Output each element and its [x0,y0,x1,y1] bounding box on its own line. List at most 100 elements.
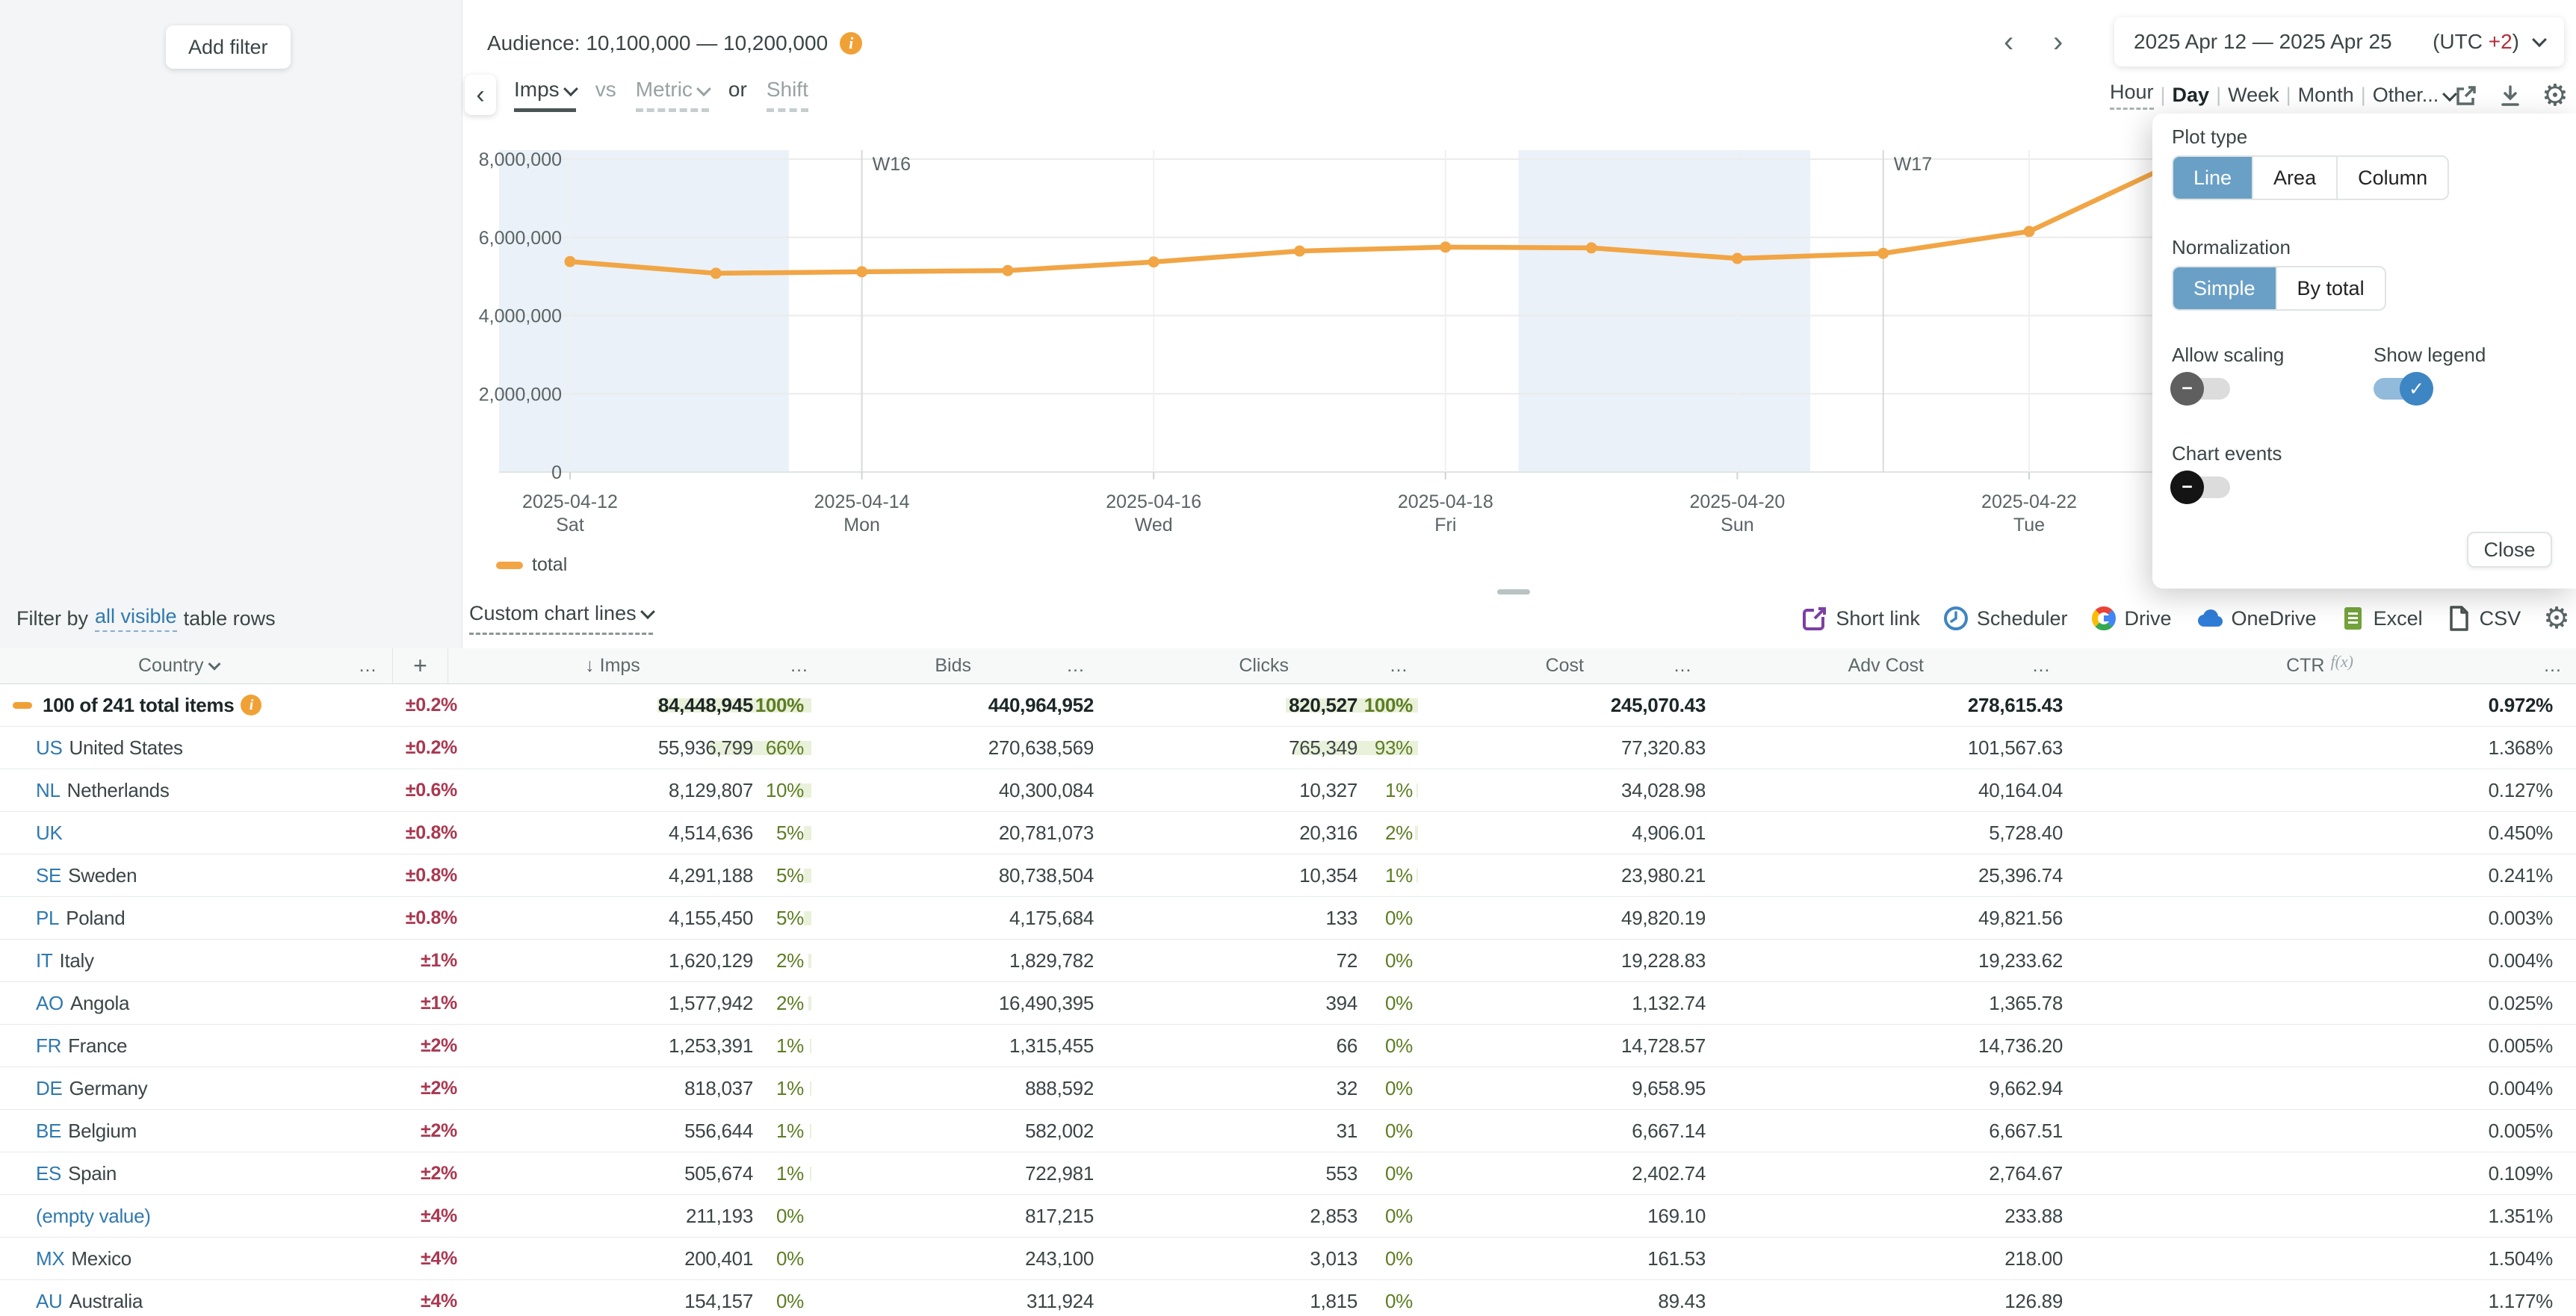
granularity-day[interactable]: Day [2172,84,2210,106]
add-filter-button[interactable]: Add filter [166,25,291,69]
adv-cost-cell: 25,396.74 [1978,863,2063,887]
custom-chart-lines-select[interactable]: Custom chart lines [469,602,655,635]
allow-scaling-toggle[interactable]: − [2170,372,2232,406]
option-column[interactable]: Column [2336,157,2447,199]
chart-events-toggle[interactable]: − [2170,471,2232,504]
option-line[interactable]: Line [2173,157,2253,199]
table-row[interactable]: US United States ±0.2% 55,936,799 66% 270,638… [0,727,2576,769]
ctr-column-menu[interactable]: … [2543,655,2563,676]
ctr-cell: 0.972% [2488,693,2554,716]
adv-cost-cell: 101,567.63 [1967,736,2063,759]
table-row[interactable]: FR France ±2% 1,253,391 1% 1,315,455 66 0% 14,72… [0,1025,2576,1067]
scheduler-button[interactable]: Scheduler [1942,605,2068,632]
date-next-button[interactable]: › [2053,25,2063,58]
granularity-week[interactable]: Week [2228,84,2279,106]
table-row[interactable]: IT Italy ±1% 1,620,129 2% 1,829,782 72 0% 19,228… [0,940,2576,982]
country-code-link[interactable]: MX [36,1247,65,1270]
country-code-link[interactable]: DE [36,1076,63,1099]
granularity-month[interactable]: Month [2297,84,2354,106]
svg-text:Fri: Fri [1434,515,1456,536]
date-range-picker[interactable]: 2025 Apr 12 — 2025 Apr 25 (UTC +2) [2114,17,2564,66]
table-settings-gear-icon[interactable]: ⚙ [2543,602,2570,635]
filter-scope-link[interactable]: all visible [95,605,177,632]
compare-metric-select[interactable]: Metric [635,78,711,112]
table-row[interactable]: AO Angola ±1% 1,577,942 2% 16,490,395 394 0% 1,1… [0,982,2576,1025]
google-drive-button[interactable]: Drive [2090,605,2172,632]
granularity-other[interactable]: Other... [2373,84,2458,107]
csv-button[interactable]: CSV [2445,605,2521,632]
country-column-menu[interactable]: … [358,655,378,676]
column-header-cost[interactable]: Cost [1545,655,1584,676]
date-prev-button[interactable]: ‹ [2004,25,2014,58]
country-code-link[interactable]: AO [36,991,64,1014]
chart-resize-handle[interactable] [1497,589,1530,595]
country-code-link[interactable]: PL [36,906,60,929]
country-code-link[interactable]: US [36,736,63,759]
bids-cell: 817,215 [1025,1204,1094,1227]
adv-cost-column-menu[interactable]: … [2031,655,2052,676]
column-header-imps[interactable]: ↓ Imps [585,655,640,676]
imps-column-menu[interactable]: … [790,655,809,676]
shift-select[interactable]: Shift [766,78,808,112]
onedrive-button[interactable]: OneDrive [2194,605,2317,632]
table-row[interactable]: (empty value) ±4% 211,193 0% 817,215 2,853 0% 1… [0,1195,2576,1238]
option-by-total[interactable]: By total [2275,267,2385,309]
table-row[interactable]: 100 of 241 total items i ±0.2% 84,448,945 10… [0,684,2576,727]
table-row[interactable]: MX Mexico ±4% 200,401 0% 243,100 3,013 0% 161.53… [0,1238,2576,1280]
error-margin: ±0.6% [405,779,458,801]
column-header-bids[interactable]: Bids [935,655,971,676]
option-area[interactable]: Area [2252,157,2336,199]
country-cell: FR France [0,1034,396,1058]
primary-metric-select[interactable]: Imps [514,78,578,112]
formula-icon: f(x) [2330,651,2353,671]
clicks-cell: 394 0% [1325,991,1414,1014]
column-header-ctr[interactable]: CTR f(x) [2286,651,2353,677]
clicks-column-menu[interactable]: … [1389,655,1409,676]
ctr-cell: 0.450% [2488,821,2554,844]
clicks-cell: 72 0% [1336,949,1414,972]
table-row[interactable]: SE Sweden ±0.8% 4,291,188 5% 80,738,504 10,354… [0,854,2576,897]
column-header-clicks[interactable]: Clicks [1239,655,1289,676]
column-header-country[interactable]: Country [0,648,344,683]
table-row[interactable]: UK ±0.8% 4,514,636 5% 20,781,073 20,316 2% 4,90… [0,812,2576,854]
country-code-link[interactable]: IT [36,949,53,972]
add-column-button[interactable]: + [392,648,448,683]
download-icon[interactable] [2498,83,2523,108]
error-margin: ±2% [421,1162,457,1184]
table-row[interactable]: AU Australia ±4% 154,157 0% 311,924 1,815 0% 89.… [0,1280,2576,1316]
empty-value-link[interactable]: (empty value) [36,1204,151,1227]
clicks-cell: 3,013 0% [1310,1247,1413,1270]
country-code-link[interactable]: AU [36,1289,63,1312]
table-row[interactable]: BE Belgium ±2% 556,644 1% 582,002 31 0% 6,667.14… [0,1110,2576,1152]
info-icon[interactable]: i [241,695,262,716]
excel-button[interactable]: Excel [2339,605,2423,632]
cost-column-menu[interactable]: … [1673,655,1693,676]
table-row[interactable]: NL Netherlands ±0.6% 8,129,807 10% 40,300,084… [0,769,2576,812]
country-code-link[interactable]: UK [36,821,63,844]
chart-back-button[interactable]: ‹ [465,75,496,115]
gear-icon[interactable]: ⚙ [2542,79,2569,112]
clicks-cell: 133 0% [1325,906,1414,929]
cost-cell: 49,820.19 [1621,906,1706,929]
option-simple[interactable]: Simple [2173,267,2276,309]
country-code-link[interactable]: BE [36,1119,62,1142]
separator: | [2285,84,2291,106]
table-row[interactable]: ES Spain ±2% 505,674 1% 722,981 553 0% 2,402.74 2… [0,1152,2576,1195]
open-in-new-icon[interactable] [2453,83,2479,108]
short-link-button[interactable]: Short link [1801,605,1920,632]
country-code-link[interactable]: SE [36,863,62,887]
country-code-link[interactable]: ES [36,1161,62,1185]
column-header-adv-cost[interactable]: Adv Cost [1848,655,1924,676]
info-icon[interactable]: i [840,32,863,55]
table-row[interactable]: DE Germany ±2% 818,037 1% 888,592 32 0% 9,658.95… [0,1067,2576,1110]
country-cell: SE Sweden [0,864,396,887]
country-code-link[interactable]: FR [36,1034,62,1057]
chart-legend[interactable]: total [496,554,567,576]
show-legend-toggle[interactable]: ✓ [2372,372,2433,406]
bids-column-menu[interactable]: … [1066,655,1086,676]
table-row[interactable]: PL Poland ±0.8% 4,155,450 5% 4,175,684 133 0% 49… [0,897,2576,940]
country-name: France [68,1034,128,1057]
close-button[interactable]: Close [2467,532,2552,568]
granularity-hour[interactable]: Hour [2110,81,2154,110]
country-code-link[interactable]: NL [36,778,61,801]
